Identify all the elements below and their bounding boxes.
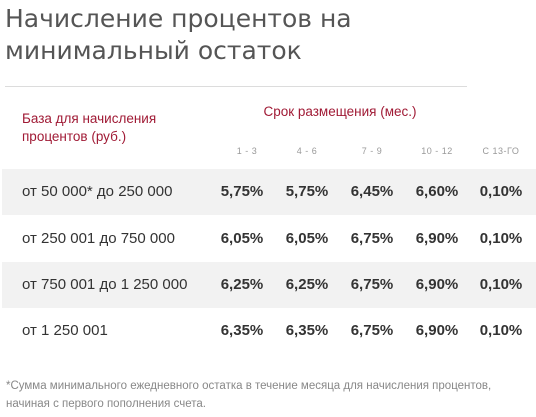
rate-cell: 0,10% [479, 230, 523, 247]
rate-cell: 6,90% [415, 276, 459, 293]
row-label: от 750 001 до 1 250 000 [22, 276, 188, 293]
rate-cell: 0,10% [479, 183, 523, 200]
row-label: от 1 250 001 [22, 322, 108, 339]
base-column-header: База для начисления процентов (руб.) [22, 111, 157, 144]
rate-cell: 5,75% [285, 183, 329, 200]
term-subheader-4-6: 4 - 6 [296, 146, 318, 156]
footnote: *Сумма минимального ежедневного остатка … [6, 380, 492, 410]
page-title: Начисление процентов на минимальный оста… [5, 4, 352, 65]
term-column-header: Срок размещения (мес.) [263, 104, 417, 119]
rate-cell: 6,35% [220, 322, 264, 339]
rate-cell: 6,25% [220, 276, 264, 293]
rate-cell: 6,45% [350, 183, 394, 200]
term-subheader-13-plus: С 13-ГО [482, 146, 520, 156]
rate-cell: 6,90% [415, 230, 459, 247]
row-label: от 250 001 до 750 000 [22, 230, 175, 247]
table-row: от 1 250 001 6,35% 6,35% 6,75% 6,90% 0,1… [2, 308, 536, 354]
rate-cell: 6,75% [350, 276, 394, 293]
rate-cell: 6,90% [415, 322, 459, 339]
term-subheader-10-12: 10 - 12 [421, 146, 453, 156]
header-divider [5, 86, 467, 87]
table-row: от 250 001 до 750 000 6,05% 6,05% 6,75% … [2, 216, 536, 262]
rate-cell: 6,05% [220, 230, 264, 247]
term-subheader-1-3: 1 - 3 [236, 146, 258, 156]
table-row: от 50 000* до 250 000 5,75% 5,75% 6,45% … [2, 169, 536, 215]
table-row: от 750 001 до 1 250 000 6,25% 6,25% 6,75… [2, 262, 536, 308]
rate-cell: 0,10% [479, 276, 523, 293]
rate-cell: 6,75% [350, 230, 394, 247]
rate-cell: 5,75% [220, 183, 264, 200]
term-subheader-7-9: 7 - 9 [361, 146, 383, 156]
row-label: от 50 000* до 250 000 [22, 183, 173, 200]
rate-cell: 6,35% [285, 322, 329, 339]
rate-cell: 6,75% [350, 322, 394, 339]
term-subheaders: 1 - 3 4 - 6 7 - 9 10 - 12 С 13-ГО [0, 146, 536, 160]
rate-cell: 0,10% [479, 322, 523, 339]
rate-cell: 6,60% [415, 183, 459, 200]
rate-cell: 6,25% [285, 276, 329, 293]
rate-cell: 6,05% [285, 230, 329, 247]
